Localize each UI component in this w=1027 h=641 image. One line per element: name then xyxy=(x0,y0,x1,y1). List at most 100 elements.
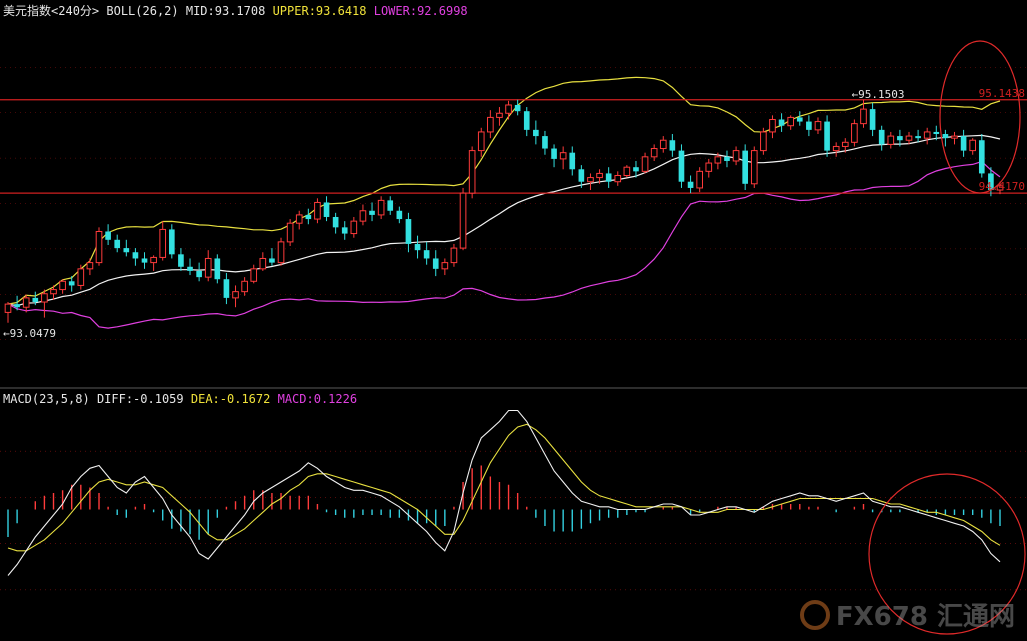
annotations: ←95.1503 ←93.0479 95.1438 94.4170 xyxy=(3,40,1026,635)
candle-down xyxy=(687,181,694,188)
candle-down xyxy=(387,200,394,211)
candle-down xyxy=(68,281,75,286)
macd-dea-line xyxy=(7,423,1001,552)
candle-up xyxy=(760,131,767,152)
candle-down xyxy=(141,258,148,263)
watermark: FX678 汇通网 xyxy=(799,596,1015,633)
candle-up xyxy=(587,177,594,183)
candle-up xyxy=(623,166,631,176)
price-header: 美元指数<240分> BOLL(26,2) MID:93.1708 UPPER:… xyxy=(3,4,468,18)
highlight-circle xyxy=(868,473,1026,635)
high-price-label: ←95.1503 xyxy=(851,88,904,101)
candle-up xyxy=(787,116,795,127)
candle-up xyxy=(250,268,258,282)
candle-down xyxy=(432,258,439,269)
candle-up xyxy=(41,293,48,303)
candle-up xyxy=(77,268,85,286)
candle-up xyxy=(696,170,703,189)
macd-panel[interactable] xyxy=(7,409,1001,576)
candle-up xyxy=(951,135,958,139)
candle-down xyxy=(269,258,275,263)
candle-down xyxy=(897,136,903,141)
candle-down xyxy=(806,121,812,130)
candle-up xyxy=(659,139,667,150)
candle-down xyxy=(523,111,530,130)
candle-up xyxy=(277,241,285,264)
macd-diff-line xyxy=(7,409,1001,576)
highlight-circle xyxy=(939,40,1021,194)
candle-up xyxy=(750,150,758,185)
macd-diff-value: DIFF:-0.1059 xyxy=(96,392,184,406)
boll-upper-value: UPPER:93.6418 xyxy=(272,4,367,18)
candle-down xyxy=(369,210,375,215)
macd-header: MACD(23,5,8) DIFF:-0.1059 DEA:-0.1672 MA… xyxy=(3,392,357,406)
boll-lower-value: LOWER:92.6998 xyxy=(373,4,468,18)
candle-up xyxy=(505,104,512,114)
candle-down xyxy=(178,254,184,267)
candle-up xyxy=(441,262,449,270)
candle-up xyxy=(650,148,658,158)
candle-up xyxy=(59,280,66,291)
candle-up xyxy=(241,280,248,293)
candle-down xyxy=(669,140,676,151)
candle-down xyxy=(514,104,521,112)
candle-down xyxy=(187,266,193,271)
candle-down xyxy=(869,109,876,130)
candle-up xyxy=(614,174,622,183)
candle-up xyxy=(295,214,303,224)
candle-down xyxy=(414,243,421,251)
candle-down xyxy=(578,169,585,182)
price-panel[interactable] xyxy=(0,76,1027,329)
candle-up xyxy=(286,222,294,243)
candle-up xyxy=(22,297,30,308)
candle-down xyxy=(915,136,921,139)
candle-down xyxy=(423,250,430,259)
candle-up xyxy=(95,231,103,264)
candle-up xyxy=(969,139,977,152)
candle-up xyxy=(887,135,895,145)
candle-down xyxy=(305,214,312,220)
candle-down xyxy=(724,156,730,161)
candle-up xyxy=(468,150,476,194)
candle-up xyxy=(150,256,157,264)
candle-up xyxy=(477,131,485,152)
candle-up xyxy=(641,156,649,172)
candle-down xyxy=(223,279,230,298)
instrument-title: 美元指数 xyxy=(3,4,52,18)
macd-macd-value: MACD:0.1226 xyxy=(277,392,358,406)
candle-down xyxy=(960,136,967,151)
candle-up xyxy=(905,135,913,141)
low-price-label: ←93.0479 xyxy=(3,327,56,340)
candle-down xyxy=(341,227,348,234)
candle-up xyxy=(841,141,849,147)
boll-label: BOLL(26,2) xyxy=(106,4,179,18)
candle-down xyxy=(796,117,803,122)
candle-up xyxy=(259,257,267,270)
period-label[interactable]: <240分> xyxy=(51,4,100,18)
macd-label: MACD(23,5,8) xyxy=(3,392,90,406)
candle-up xyxy=(996,185,1004,191)
candle-down xyxy=(933,131,940,135)
candle-up xyxy=(86,262,94,270)
boll-lower-line xyxy=(7,160,1001,329)
candle-down xyxy=(533,129,539,137)
candle-up xyxy=(487,116,494,133)
candle-down xyxy=(332,216,339,228)
candle-up xyxy=(705,162,713,172)
candle-up xyxy=(450,247,458,264)
boll-mid-value: MID:93.1708 xyxy=(185,4,266,18)
candle-up xyxy=(377,199,385,216)
candle-down xyxy=(542,136,548,149)
candle-down xyxy=(778,119,785,126)
candle-up xyxy=(814,121,822,131)
candle-up xyxy=(851,123,858,143)
candle-up xyxy=(359,210,367,222)
watermark-logo-icon xyxy=(799,599,830,630)
candle-up xyxy=(923,131,931,139)
candle-up xyxy=(4,303,12,313)
candle-up xyxy=(860,108,867,125)
candle-up xyxy=(596,172,603,179)
candle-up xyxy=(732,150,740,162)
candle-down xyxy=(105,231,111,240)
